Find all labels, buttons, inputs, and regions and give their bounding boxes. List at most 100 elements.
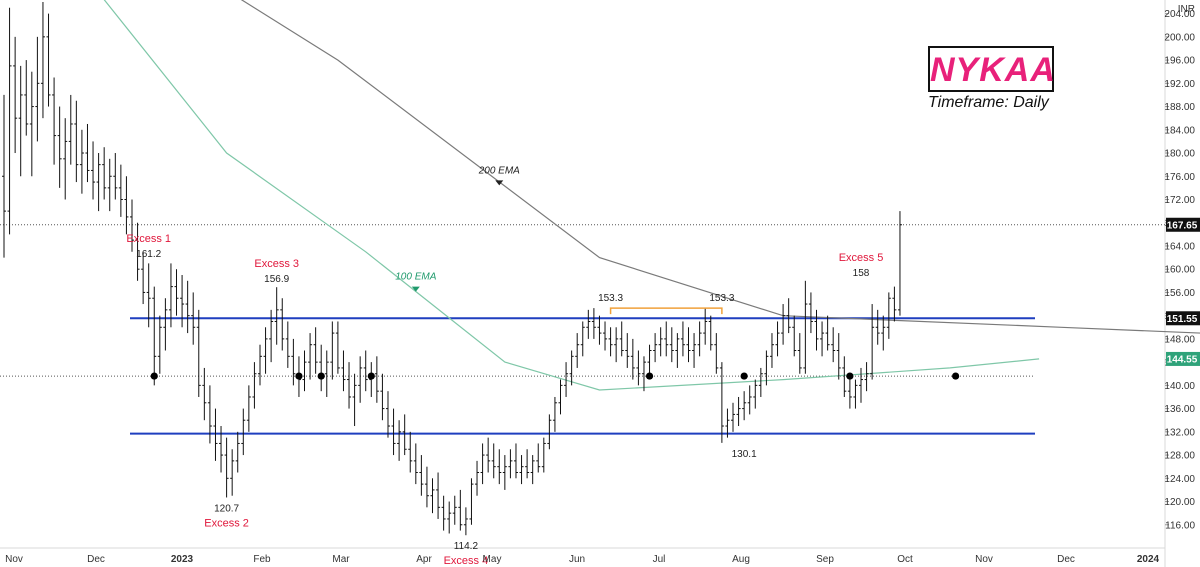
- ohlc-bar: [385, 391, 390, 438]
- x-tick-label: Feb: [253, 554, 271, 565]
- ohlc-bar: [430, 478, 435, 514]
- ema-layer: [103, 0, 1200, 391]
- ohlc-bar: [525, 449, 530, 479]
- ohlc-bar: [614, 327, 619, 363]
- y-tick-label: 128.00: [1164, 451, 1195, 462]
- ohlc-bar: [881, 315, 886, 351]
- ohlc-bar: [820, 321, 825, 357]
- ohlc-bar: [497, 449, 502, 485]
- ohlc-bar: [725, 408, 730, 438]
- ema-label: 100 EMA: [395, 272, 436, 283]
- grid-layer: [0, 0, 1166, 567]
- ohlc-bar: [803, 280, 808, 374]
- ohlc-bar: [463, 507, 468, 536]
- ohlc-bar: [436, 472, 441, 519]
- ohlc-bar: [853, 379, 858, 409]
- y-tick-label: 116.00: [1165, 520, 1195, 531]
- ohlc-bar: [163, 298, 168, 351]
- ohlc-bar: [469, 478, 474, 525]
- ohlc-bar: [341, 350, 346, 392]
- y-tick-label: 180.00: [1164, 149, 1195, 160]
- ohlc-bar: [207, 385, 212, 444]
- ohlc-bar: [313, 327, 318, 374]
- ohlc-bar: [653, 333, 658, 363]
- ohlc-bar: [230, 449, 235, 496]
- price-badge: [1166, 351, 1200, 366]
- ohlc-bar: [191, 292, 196, 345]
- pivot-marker: [846, 372, 854, 380]
- ohlc-bar: [580, 321, 585, 357]
- ohlc-bar: [792, 315, 797, 357]
- pivot-marker: [295, 372, 303, 380]
- ohlc-bar: [174, 269, 179, 316]
- y-tick-label: 124.00: [1164, 474, 1195, 485]
- ohlc-bar: [124, 176, 129, 235]
- ohlc-bar: [308, 333, 313, 380]
- ohlc-bar: [864, 362, 869, 392]
- pivot-marker: [367, 372, 375, 380]
- ohlc-bar: [842, 356, 847, 397]
- ohlc-bar: [358, 356, 363, 403]
- x-tick-label: Apr: [416, 554, 432, 565]
- ohlc-bar: [664, 321, 669, 357]
- ohlc-bar: [213, 408, 218, 461]
- y-tick-label: 176.00: [1164, 172, 1195, 183]
- ohlc-bar: [825, 315, 830, 351]
- ohlc-bar: [575, 333, 580, 368]
- ohlc-bar: [536, 443, 541, 473]
- ohlc-bar: [808, 292, 813, 334]
- excess-value: 161.2: [136, 249, 161, 260]
- ohlc-bar: [141, 251, 146, 305]
- ohlc-bar: [246, 385, 251, 432]
- nykaa-logo: NYKAA: [928, 46, 1055, 92]
- excess-label: Excess 5: [839, 252, 884, 264]
- x-tick-label: Jul: [653, 554, 666, 565]
- ohlc-bar: [96, 153, 101, 212]
- ohlc-bar: [736, 396, 741, 427]
- ohlc-bar: [79, 129, 84, 194]
- ohlc-bar: [291, 338, 296, 386]
- ohlc-bar: [13, 36, 18, 154]
- ohlc-bar: [486, 437, 491, 473]
- ohlc-bar: [196, 309, 201, 397]
- ohlc-bar: [235, 431, 240, 473]
- ohlc-bar: [708, 315, 713, 351]
- ohlc-bar: [591, 308, 596, 339]
- ema-200-line: [240, 0, 1200, 334]
- time-axis[interactable]: Nov Dec 2023 Feb Mar Apr May Jun Jul Aug Sep Oct Nov…: [5, 554, 1159, 565]
- price-badge-value: 167.65: [1167, 220, 1198, 231]
- ohlc-bar: [241, 408, 246, 456]
- ohlc-bar: [603, 321, 608, 351]
- ohlc-bar: [102, 147, 107, 200]
- ohlc-bar: [452, 495, 457, 525]
- ohlc-bar: [630, 338, 635, 380]
- ohlc-bar: [786, 298, 791, 334]
- y-tick-label: 192.00: [1164, 79, 1195, 90]
- y-tick-label: 160.00: [1164, 265, 1195, 276]
- ohlc-bar: [68, 94, 73, 165]
- y-tick-label: 120.00: [1164, 497, 1195, 508]
- price-badge: [1166, 311, 1200, 326]
- pivot-marker: [317, 372, 325, 380]
- y-tick-label: 188.00: [1164, 102, 1195, 113]
- ohlc-bar: [424, 466, 429, 508]
- y-tick-label: 184.00: [1164, 125, 1195, 136]
- pivot-marker: [740, 372, 748, 380]
- ohlc-bar: [703, 308, 708, 345]
- pivot-marker: [645, 372, 654, 380]
- ohlc-bar: [764, 350, 769, 386]
- price-axis[interactable]: INR 116.00 120.00 124.00 128.00 132.00 136.00 1…: [1164, 4, 1200, 531]
- ohlc-bar: [91, 141, 96, 200]
- ohlc-bar: [558, 379, 563, 415]
- ohlc-bar: [46, 13, 51, 107]
- ohlc-bar: [619, 321, 624, 357]
- ohlc-bar: [135, 222, 140, 281]
- price-value-label: 130.1: [732, 449, 757, 460]
- ohlc-bar: [347, 362, 352, 409]
- price-badge-value: 151.55: [1167, 314, 1198, 325]
- ohlc-bar: [731, 402, 736, 432]
- x-tick-label: Dec: [87, 554, 105, 565]
- ohlc-bar: [814, 309, 819, 351]
